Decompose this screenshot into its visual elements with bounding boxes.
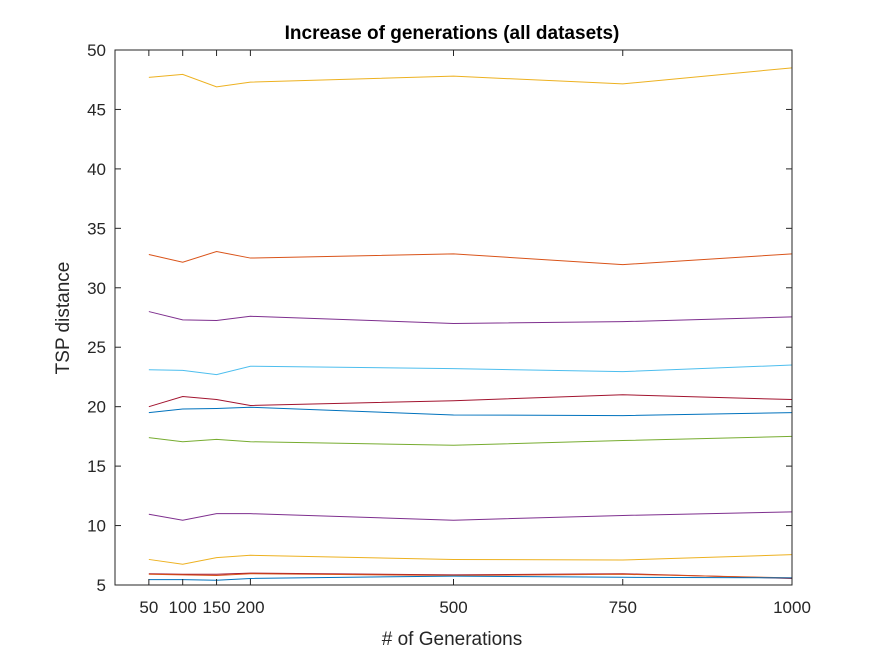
x-tick-label: 750 <box>609 598 637 617</box>
y-tick-label: 50 <box>87 41 106 60</box>
y-tick-label: 25 <box>87 338 106 357</box>
series-line-11 <box>148 573 793 579</box>
series-line-3 <box>148 311 793 324</box>
y-tick-label: 5 <box>97 576 106 595</box>
y-axis-label: TSP distance <box>53 262 74 375</box>
x-tick-label: 500 <box>439 598 467 617</box>
plot-box <box>114 49 793 586</box>
series-line-7 <box>148 435 793 446</box>
x-tick-label: 1000 <box>773 598 811 617</box>
axes-layer <box>114 49 793 586</box>
series-line-6 <box>148 406 793 417</box>
y-tick-label: 45 <box>87 100 106 119</box>
y-tick-label: 15 <box>87 457 106 476</box>
x-tick-label: 50 <box>139 598 158 617</box>
series-line-5 <box>148 394 793 408</box>
y-tick-label: 30 <box>87 279 106 298</box>
y-tick-label: 35 <box>87 219 106 238</box>
chart-title: Increase of generations (all datasets) <box>285 23 620 44</box>
x-tick-label: 100 <box>169 598 197 617</box>
series-line-4 <box>148 364 793 376</box>
y-tick-label: 20 <box>87 398 106 417</box>
y-tick-label: 10 <box>87 517 106 536</box>
series-line-9 <box>148 554 793 565</box>
x-axis-label: # of Generations <box>382 629 522 650</box>
series-line-10 <box>148 572 793 579</box>
y-ticks: 5 10 15 20 25 30 35 40 45 50 <box>87 41 792 595</box>
series-line-12 <box>148 575 793 581</box>
series-line-2 <box>148 251 793 266</box>
x-tick-label: 150 <box>202 598 230 617</box>
series-line-1 <box>148 67 793 88</box>
x-tick-label: 200 <box>236 598 264 617</box>
series-line-8 <box>148 511 793 521</box>
series-layer <box>148 67 793 581</box>
y-tick-label: 40 <box>87 160 106 179</box>
x-ticks: 50 100 150 200 500 750 1000 <box>139 50 811 617</box>
